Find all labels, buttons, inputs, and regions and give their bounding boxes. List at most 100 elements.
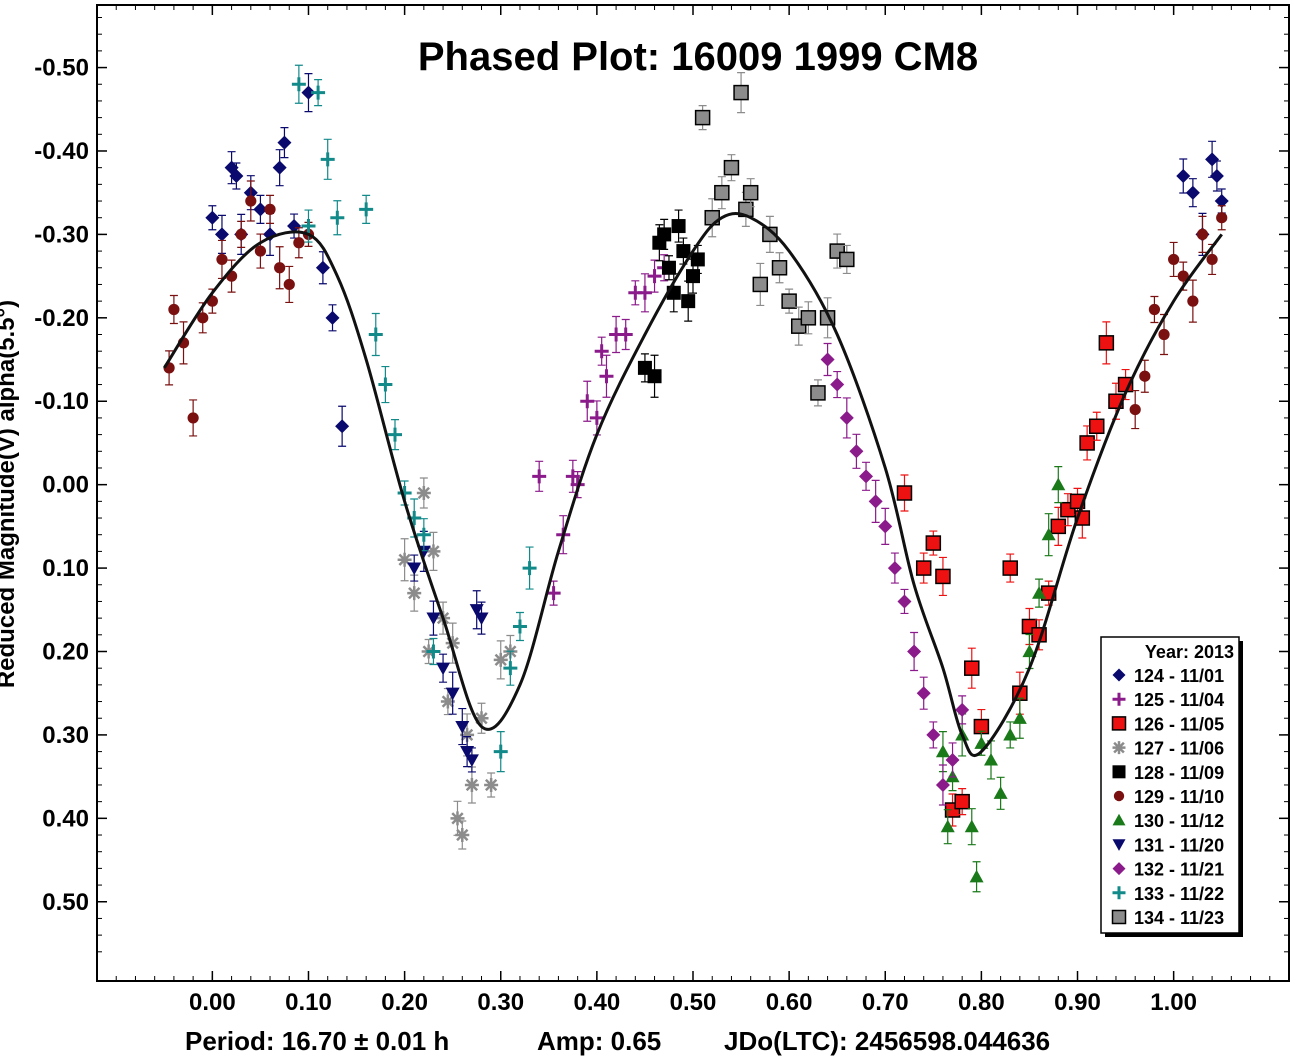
marker-plus — [618, 327, 633, 342]
marker-diamond — [1112, 862, 1126, 876]
marker-triangle-down — [469, 604, 484, 617]
marker-circle — [1139, 370, 1151, 382]
y-tick-label: 0.50 — [42, 889, 89, 916]
marker-square-red — [925, 535, 942, 551]
legend-entry-label: 134 - 11/23 — [1134, 908, 1224, 928]
marker-plus — [359, 202, 374, 217]
legend-entry: 129 - 11/10 — [1113, 787, 1224, 807]
marker-square-gray — [723, 159, 740, 176]
marker-circle — [1168, 253, 1180, 266]
marker-circle — [187, 412, 199, 424]
y-tick-label: -0.40 — [34, 138, 89, 165]
marker-asterisk — [450, 811, 465, 826]
footer-period: Period: 16.70 ± 0.01 h — [185, 1026, 449, 1056]
marker-plus — [589, 410, 604, 425]
marker-plus — [311, 85, 326, 100]
marker-circle — [245, 195, 257, 207]
x-tick-label: 0.00 — [189, 989, 236, 1016]
marker-diamond — [1214, 194, 1229, 209]
marker-square-black — [676, 244, 691, 259]
footer-amplitude: Amp: 0.65 — [537, 1026, 661, 1056]
marker-square-red — [896, 485, 913, 501]
marker-triangle-up — [1041, 527, 1056, 541]
marker-square-black — [671, 219, 686, 234]
marker-plus — [503, 661, 518, 676]
y-tick-label: 0.20 — [42, 638, 89, 665]
marker-asterisk — [397, 552, 412, 567]
marker-circle — [1206, 253, 1218, 266]
marker-plus — [291, 77, 306, 92]
marker-plus — [493, 744, 508, 759]
series-11 — [694, 71, 855, 407]
marker-asterisk — [416, 486, 431, 500]
marker-circle — [1177, 270, 1189, 282]
marker-diamond — [955, 702, 970, 717]
x-tick-label: 0.40 — [574, 989, 621, 1016]
marker-triangle-down — [464, 754, 479, 767]
marker-diamond — [1209, 169, 1224, 184]
marker-plus — [301, 219, 316, 234]
series-9 — [820, 342, 970, 806]
marker-diamond — [830, 377, 845, 392]
legend-entry-label: 126 - 11/05 — [1134, 714, 1224, 734]
marker-square-gray — [742, 184, 759, 201]
marker-square-gray — [800, 310, 817, 326]
marker-triangle-down — [426, 612, 441, 626]
x-tick-label: 0.10 — [285, 989, 332, 1016]
legend-entry: 128 - 11/09 — [1112, 763, 1224, 783]
marker-diamond — [315, 260, 330, 275]
marker-triangle-up — [964, 819, 979, 833]
marker-plus — [546, 586, 561, 601]
marker-asterisk — [426, 544, 441, 559]
marker-asterisk — [493, 652, 508, 667]
marker-diamond — [868, 494, 883, 509]
marker-square-red — [1088, 418, 1105, 435]
marker-square-red — [964, 660, 980, 676]
series-6 — [163, 180, 1228, 437]
marker-asterisk — [445, 636, 460, 651]
marker-plus — [580, 394, 595, 409]
marker-square-black — [1112, 765, 1126, 779]
legend-entry-label: 133 - 11/22 — [1134, 884, 1224, 904]
marker-asterisk — [474, 711, 489, 726]
marker-square-gray — [839, 251, 855, 268]
series-1 — [205, 72, 1229, 447]
marker-square-gray — [762, 226, 778, 243]
marker-circle — [254, 245, 267, 257]
marker-diamond — [916, 686, 931, 701]
marker-triangle-up — [984, 752, 998, 766]
marker-square-black — [647, 369, 662, 384]
marker-plus — [368, 327, 383, 342]
legend-entry: 131 - 11/20 — [1112, 835, 1224, 855]
marker-plus — [532, 469, 547, 484]
legend-entry: 127 - 11/06 — [1112, 739, 1224, 759]
marker-square-gray — [771, 260, 788, 276]
marker-diamond — [277, 135, 292, 150]
marker-diamond — [839, 410, 854, 425]
x-tick-label: 0.30 — [477, 989, 524, 1016]
marker-circle — [1113, 790, 1125, 802]
marker-plus — [330, 210, 345, 225]
marker-triangle-down — [407, 562, 422, 576]
marker-square-gray — [733, 84, 749, 101]
marker-plus — [512, 619, 527, 634]
x-tick-label: 0.20 — [381, 989, 428, 1016]
marker-circle — [168, 303, 180, 316]
marker-asterisk — [460, 727, 475, 742]
marker-circle — [283, 278, 295, 291]
marker-triangle-up — [1112, 813, 1126, 826]
marker-circle — [235, 228, 247, 241]
marker-diamond — [849, 444, 864, 459]
legend-entry-label: 131 - 11/20 — [1134, 835, 1224, 855]
marker-diamond — [205, 210, 220, 225]
marker-square-red — [954, 793, 970, 810]
legend-entry: 132 - 11/21 — [1112, 860, 1224, 880]
y-tick-label: 0.10 — [42, 555, 89, 582]
marker-plus — [522, 561, 537, 576]
marker-diamond — [820, 352, 835, 367]
marker-circle — [274, 262, 286, 274]
marker-asterisk — [484, 777, 499, 792]
legend-entry: 124 - 11/01 — [1112, 666, 1224, 686]
marker-triangle-up — [935, 744, 950, 758]
